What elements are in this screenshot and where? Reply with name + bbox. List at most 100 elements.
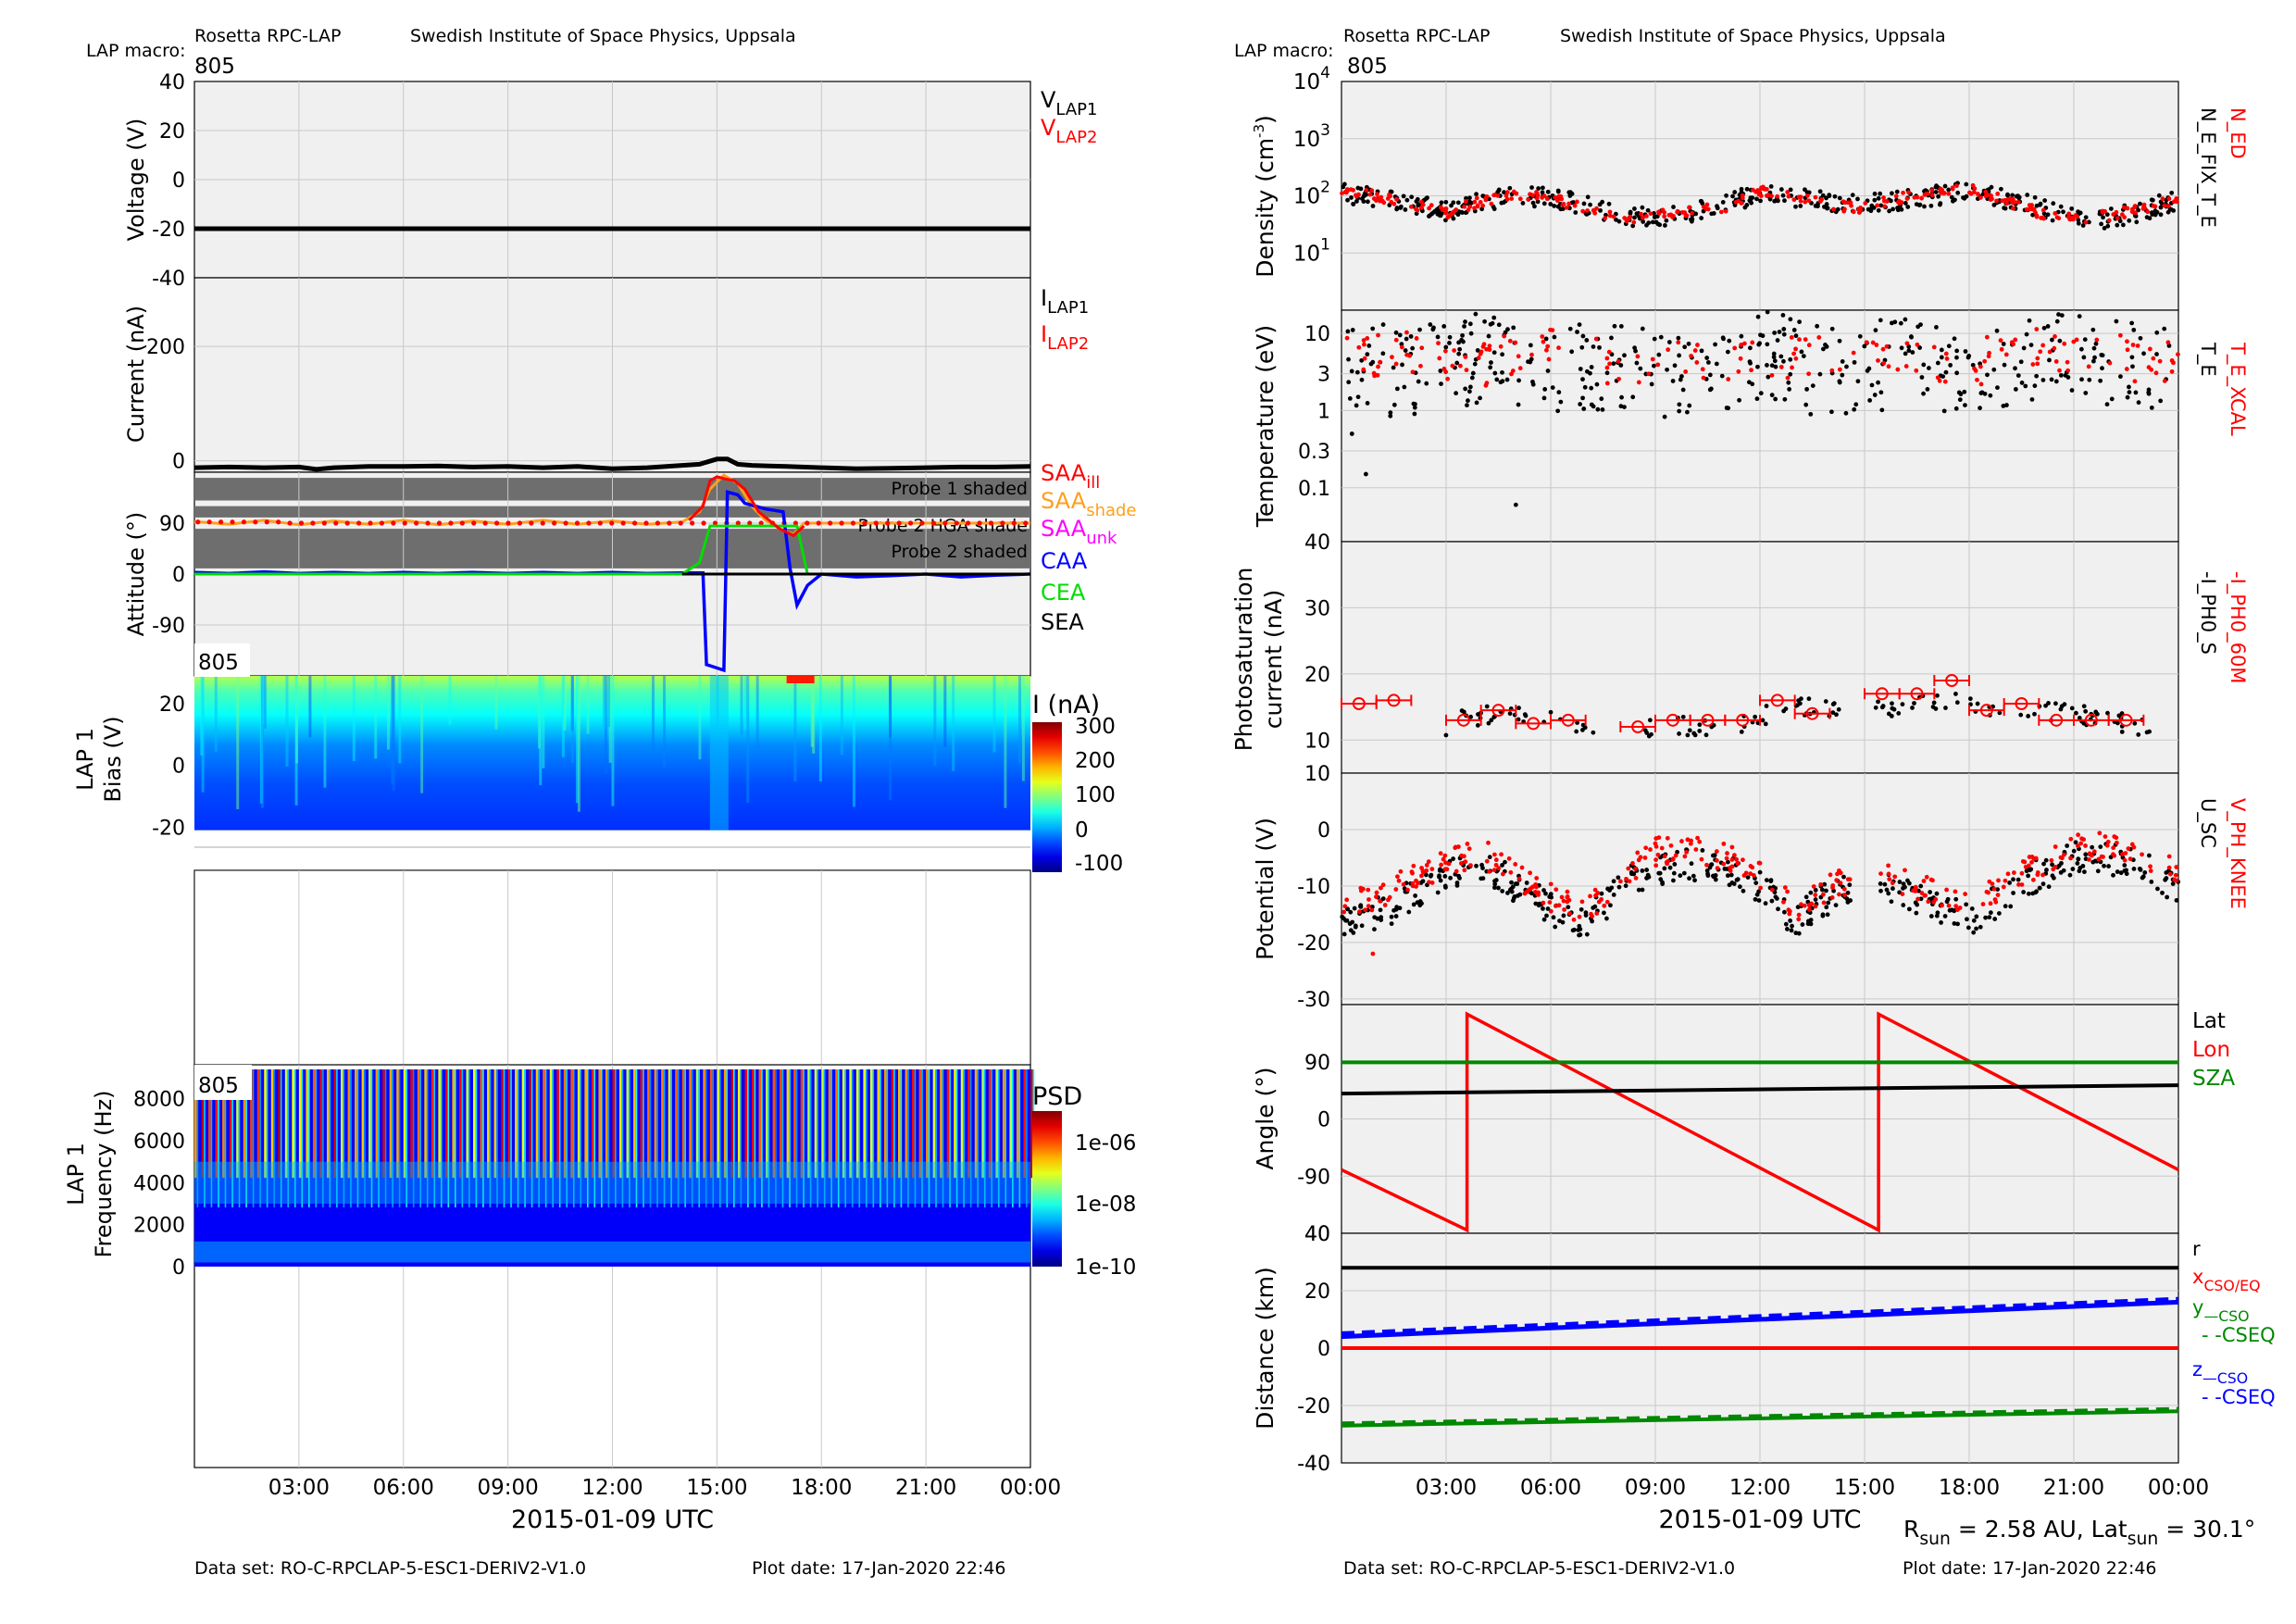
saa-ill-marker: [540, 520, 545, 526]
density-point-red: [1607, 213, 1613, 219]
saa-ill-marker: [873, 520, 879, 526]
psd-stripe: [444, 1069, 448, 1179]
saa-ill-marker: [253, 519, 258, 525]
potential-point-black: [2095, 868, 2101, 874]
photosat-marker: [1527, 717, 1541, 731]
temperature-point-black: [1677, 353, 1682, 358]
temperature-point-black: [1801, 354, 1806, 359]
saa-ill-marker: [966, 520, 971, 526]
distance-ytick: 0: [1317, 1338, 1330, 1361]
psd-stripe: [238, 1069, 241, 1208]
temperature-point-black: [1705, 360, 1711, 365]
saa-ill-marker: [701, 520, 706, 526]
density-ylabel: Density (cm-3): [1251, 115, 1279, 278]
density-point-red: [2119, 212, 2125, 218]
density-point-red: [1978, 194, 1983, 200]
potential-point-black: [1754, 892, 1760, 897]
temperature-point-black: [1465, 403, 1469, 408]
density-point-black: [1341, 184, 1346, 190]
density-point-black: [1749, 200, 1754, 206]
temperature-point-black: [1676, 335, 1681, 341]
density-point-black: [2083, 215, 2089, 220]
potential-point-red: [1653, 843, 1659, 849]
institute-title-right: Swedish Institute of Space Physics, Upps…: [1560, 26, 1946, 46]
photosat-point-black: [1489, 718, 1494, 723]
temperature-point-red: [1507, 338, 1513, 344]
photosat-point-black: [2081, 704, 2087, 709]
psd-stripe: [775, 1069, 777, 1208]
psd-stripe: [668, 1069, 671, 1179]
temperature-point-black: [2141, 351, 2146, 356]
temperature-point-black: [1803, 402, 1809, 407]
potential-point-red: [1878, 871, 1883, 877]
saa-ill-marker: [712, 520, 718, 526]
psd-stripe: [293, 1069, 296, 1208]
potential-point-red: [2114, 840, 2119, 845]
density-point-red: [2040, 207, 2046, 213]
potential-point-black: [2118, 870, 2124, 876]
density-point-black: [1664, 218, 1669, 223]
potential-point-red: [1379, 885, 1383, 891]
potential-point-red: [1732, 853, 1737, 858]
potential-point-red: [1565, 894, 1570, 899]
density-point-red: [1904, 196, 1910, 201]
psd-stripe: [766, 1069, 768, 1179]
density-point-black: [1872, 197, 1878, 203]
potential-point-red: [1924, 874, 1929, 880]
temperature-point-red: [1548, 327, 1553, 332]
density-point-black: [1558, 206, 1564, 212]
potential-point-red: [1748, 864, 1753, 868]
saa-ill-marker: [471, 520, 477, 526]
potential-point-black: [1667, 865, 1673, 870]
potential-point-red: [1946, 903, 1952, 908]
temperature-point-black: [1345, 329, 1351, 334]
psd-stripe: [960, 1069, 964, 1179]
potential-point-red: [1633, 867, 1638, 871]
temperature-point-red: [1516, 354, 1521, 359]
bias-ylabel-line1: LAP 1: [72, 728, 98, 791]
saa-ill-marker: [1023, 520, 1029, 526]
density-point-black: [1782, 198, 1787, 204]
potential-point-black: [2090, 859, 2096, 865]
psd-stripe: [767, 1069, 770, 1208]
density-point-red: [1798, 198, 1803, 204]
psd-stripe: [661, 1069, 664, 1179]
potential-point-red: [1655, 852, 1661, 857]
potential-point-red: [2128, 856, 2133, 862]
temperature-point-black: [1456, 340, 1461, 345]
psd-stripe: [224, 1069, 227, 1208]
text-span: x: [2192, 1266, 2203, 1288]
potential-point-black: [2146, 853, 2152, 858]
density-point-black: [1540, 185, 1545, 191]
photosat-point-black: [1697, 729, 1703, 733]
density-point-red: [1427, 206, 1432, 211]
temperature-point-black: [1878, 390, 1884, 395]
psd-stripe: [654, 1069, 657, 1179]
potential-point-red: [2097, 831, 2103, 836]
photosat-point-black: [1507, 711, 1513, 717]
potential-point-red: [1821, 900, 1827, 906]
potential-point-black: [1640, 887, 1645, 893]
text-span: R: [1903, 1516, 1919, 1543]
density-point-black: [2041, 211, 2047, 217]
temperature-point-black: [1658, 334, 1664, 340]
density-point-black: [2156, 193, 2162, 198]
temperature-point-black: [1611, 361, 1616, 367]
potential-point-red: [1796, 917, 1802, 922]
temperature-point-red: [1419, 345, 1425, 351]
potential-point-red: [1398, 868, 1404, 874]
saa-ill-marker: [988, 520, 994, 526]
potential-point-black: [1727, 882, 1732, 888]
potential-point-black: [1406, 909, 1412, 915]
temperature-point-black: [1474, 400, 1479, 406]
potential-point-red: [1995, 893, 2001, 897]
saa-ill-marker: [298, 520, 305, 526]
potential-point-red: [1556, 903, 1562, 908]
potential-point-black: [1429, 872, 1434, 878]
bias-streak: [352, 676, 356, 761]
photosat-marker: [1979, 704, 1993, 718]
potential-point-black: [2083, 852, 2089, 857]
density-point-red: [1791, 197, 1797, 203]
potential-point-red: [1653, 863, 1659, 868]
temperature-point-red: [1895, 367, 1901, 372]
